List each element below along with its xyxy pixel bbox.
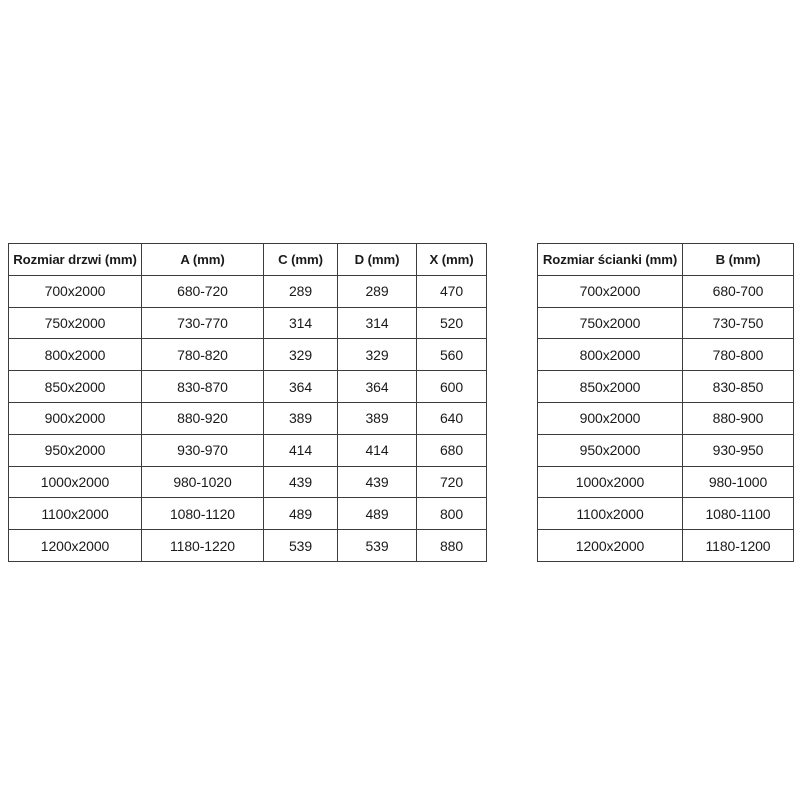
value-cell: 830-850 bbox=[682, 370, 794, 403]
size-cell: 950x2000 bbox=[8, 433, 142, 467]
value-cell: 560 bbox=[416, 338, 487, 372]
value-cell: 520 bbox=[416, 306, 487, 340]
value-cell: 780-800 bbox=[682, 338, 794, 372]
table-row: 1000x2000 980-1000 bbox=[537, 465, 794, 499]
value-cell: 329 bbox=[263, 338, 338, 372]
value-cell: 539 bbox=[337, 529, 417, 562]
value-cell: 364 bbox=[337, 370, 417, 403]
table-row: 950x2000 930-950 bbox=[537, 433, 794, 467]
column-header: D (mm) bbox=[337, 243, 417, 276]
value-cell: 600 bbox=[416, 370, 487, 403]
value-cell: 930-970 bbox=[141, 433, 264, 467]
value-cell: 720 bbox=[416, 465, 487, 499]
table-row: 900x2000 880-900 bbox=[537, 401, 794, 435]
value-cell: 1080-1120 bbox=[141, 497, 264, 531]
size-cell: 900x2000 bbox=[537, 401, 683, 435]
column-header: Rozmiar drzwi (mm) bbox=[8, 243, 142, 276]
size-cell: 700x2000 bbox=[537, 274, 683, 308]
value-cell: 980-1020 bbox=[141, 465, 264, 499]
column-header: A (mm) bbox=[141, 243, 264, 276]
table-row: 1200x2000 1180-1220 539 539 880 bbox=[8, 529, 487, 562]
value-cell: 880-920 bbox=[141, 401, 264, 435]
size-cell: 1200x2000 bbox=[8, 529, 142, 562]
size-cell: 950x2000 bbox=[537, 433, 683, 467]
value-cell: 289 bbox=[263, 274, 338, 308]
value-cell: 780-820 bbox=[141, 338, 264, 372]
value-cell: 539 bbox=[263, 529, 338, 562]
column-header: C (mm) bbox=[263, 243, 338, 276]
value-cell: 980-1000 bbox=[682, 465, 794, 499]
table-row: 1200x2000 1180-1200 bbox=[537, 529, 794, 562]
table-row: 700x2000 680-700 bbox=[537, 274, 794, 308]
value-cell: 640 bbox=[416, 401, 487, 435]
value-cell: 314 bbox=[263, 306, 338, 340]
value-cell: 680-700 bbox=[682, 274, 794, 308]
table-row: 800x2000 780-820 329 329 560 bbox=[8, 338, 487, 372]
size-cell: 850x2000 bbox=[8, 370, 142, 403]
value-cell: 389 bbox=[337, 401, 417, 435]
value-cell: 680-720 bbox=[141, 274, 264, 308]
door-size-table-body: 700x2000 680-720 289 289 470 750x2000 730-770 3… bbox=[8, 274, 487, 562]
size-cell: 800x2000 bbox=[8, 338, 142, 372]
column-header: Rozmiar ścianki (mm) bbox=[537, 243, 683, 276]
value-cell: 1180-1200 bbox=[682, 529, 794, 562]
door-size-table-header: Rozmiar drzwi (mm) A (mm) C (mm) D (mm) X (m… bbox=[8, 243, 487, 276]
size-cell: 900x2000 bbox=[8, 401, 142, 435]
value-cell: 800 bbox=[416, 497, 487, 531]
wall-panel-size-table: Rozmiar ścianki (mm) B (mm) 700x2000 680-7… bbox=[537, 243, 794, 562]
size-cell: 1000x2000 bbox=[537, 465, 683, 499]
value-cell: 329 bbox=[337, 338, 417, 372]
value-cell: 314 bbox=[337, 306, 417, 340]
value-cell: 730-750 bbox=[682, 306, 794, 340]
table-row: 1100x2000 1080-1120 489 489 800 bbox=[8, 497, 487, 531]
table-row: 700x2000 680-720 289 289 470 bbox=[8, 274, 487, 308]
value-cell: 470 bbox=[416, 274, 487, 308]
size-cell: 800x2000 bbox=[537, 338, 683, 372]
value-cell: 1180-1220 bbox=[141, 529, 264, 562]
size-cell: 750x2000 bbox=[537, 306, 683, 340]
value-cell: 414 bbox=[263, 433, 338, 467]
value-cell: 364 bbox=[263, 370, 338, 403]
value-cell: 930-950 bbox=[682, 433, 794, 467]
value-cell: 489 bbox=[263, 497, 338, 531]
size-cell: 1000x2000 bbox=[8, 465, 142, 499]
table-header-row: Rozmiar drzwi (mm) A (mm) C (mm) D (mm) X (m… bbox=[8, 243, 487, 276]
table-row: 1100x2000 1080-1100 bbox=[537, 497, 794, 531]
value-cell: 880 bbox=[416, 529, 487, 562]
table-row: 950x2000 930-970 414 414 680 bbox=[8, 433, 487, 467]
size-cell: 850x2000 bbox=[537, 370, 683, 403]
door-size-table: Rozmiar drzwi (mm) A (mm) C (mm) D (mm) X (m… bbox=[8, 243, 487, 562]
column-header: X (mm) bbox=[416, 243, 487, 276]
table-row: 850x2000 830-870 364 364 600 bbox=[8, 370, 487, 403]
value-cell: 680 bbox=[416, 433, 487, 467]
value-cell: 880-900 bbox=[682, 401, 794, 435]
table-row: 750x2000 730-770 314 314 520 bbox=[8, 306, 487, 340]
value-cell: 389 bbox=[263, 401, 338, 435]
size-cell: 700x2000 bbox=[8, 274, 142, 308]
value-cell: 414 bbox=[337, 433, 417, 467]
value-cell: 439 bbox=[337, 465, 417, 499]
value-cell: 1080-1100 bbox=[682, 497, 794, 531]
wall-panel-size-table-body: 700x2000 680-700 750x2000 730-750 800x2000 78… bbox=[537, 274, 794, 562]
table-row: 800x2000 780-800 bbox=[537, 338, 794, 372]
size-cell: 1100x2000 bbox=[8, 497, 142, 531]
table-header-row: Rozmiar ścianki (mm) B (mm) bbox=[537, 243, 794, 276]
value-cell: 439 bbox=[263, 465, 338, 499]
size-cell: 1200x2000 bbox=[537, 529, 683, 562]
table-row: 1000x2000 980-1020 439 439 720 bbox=[8, 465, 487, 499]
column-header: B (mm) bbox=[682, 243, 794, 276]
size-cell: 1100x2000 bbox=[537, 497, 683, 531]
value-cell: 489 bbox=[337, 497, 417, 531]
value-cell: 730-770 bbox=[141, 306, 264, 340]
wall-panel-size-table-header: Rozmiar ścianki (mm) B (mm) bbox=[537, 243, 794, 276]
table-row: 750x2000 730-750 bbox=[537, 306, 794, 340]
table-row: 900x2000 880-920 389 389 640 bbox=[8, 401, 487, 435]
value-cell: 289 bbox=[337, 274, 417, 308]
value-cell: 830-870 bbox=[141, 370, 264, 403]
table-row: 850x2000 830-850 bbox=[537, 370, 794, 403]
size-cell: 750x2000 bbox=[8, 306, 142, 340]
